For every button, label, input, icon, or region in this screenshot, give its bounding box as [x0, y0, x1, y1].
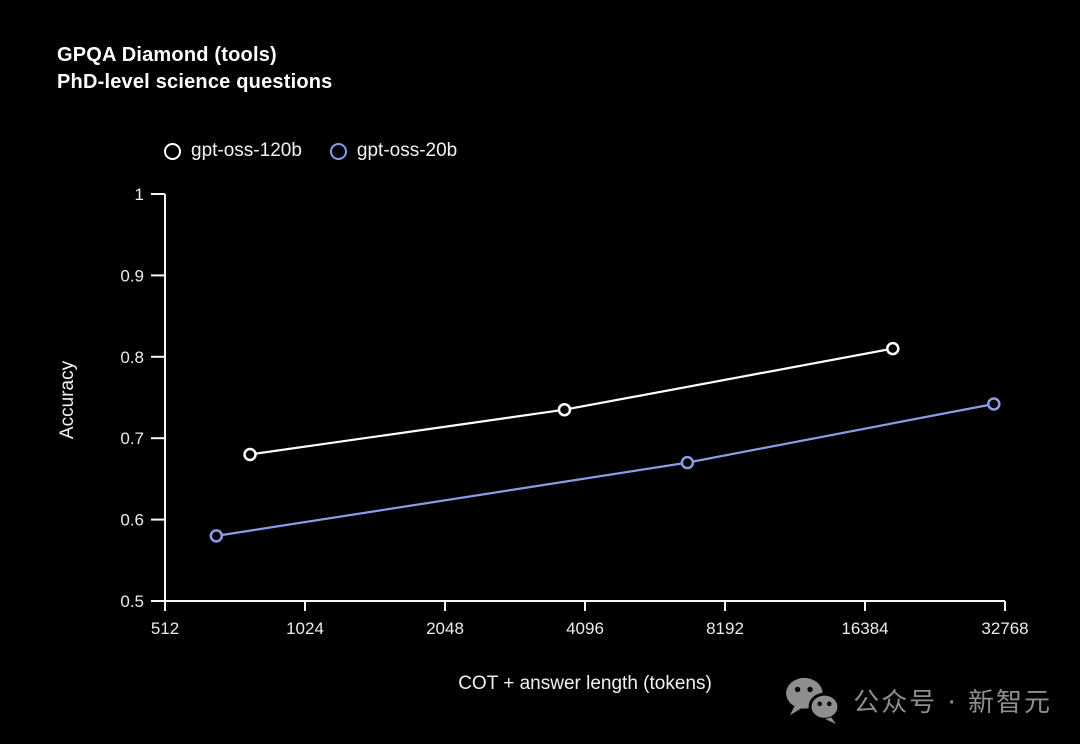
legend-label-gpt-oss-120b: gpt-oss-120b [191, 140, 302, 161]
data-point-gpt-oss-120b [557, 402, 572, 417]
chart-title: GPQA Diamond (tools) PhD-level science q… [57, 42, 333, 96]
legend-marker-gpt-oss-20b [329, 142, 347, 160]
wechat-icon [786, 677, 841, 724]
x-axis-label: COT + answer length (tokens) [458, 673, 712, 694]
x-tick-label: 32768 [981, 619, 1028, 638]
series-gpt-oss-120b [243, 341, 900, 462]
data-point-gpt-oss-20b [987, 397, 1001, 411]
chart-title-line2: PhD-level science questions [57, 71, 333, 93]
watermark: 公众号 · 新智元 [783, 676, 1052, 724]
y-tick-label: 0.5 [120, 592, 144, 611]
data-point-gpt-oss-120b [886, 341, 900, 356]
x-tick-label: 16384 [841, 619, 888, 638]
y-tick-label: 0.9 [120, 266, 144, 285]
x-tick-label: 512 [151, 619, 179, 638]
watermark-text: 公众号 · 新智元 [853, 687, 1052, 718]
data-point-gpt-oss-120b [243, 447, 257, 462]
legend-marker-gpt-oss-120b [164, 142, 181, 160]
legend-item-gpt-oss-20b: gpt-oss-20b [329, 140, 458, 162]
y-tick-label: 0.6 [120, 511, 144, 530]
axes [164, 194, 1005, 602]
x-tick-label: 4096 [566, 619, 604, 638]
x-tick-label: 2048 [426, 619, 464, 638]
y-tick-label: 0.7 [120, 429, 144, 448]
legend-item-gpt-oss-120b: gpt-oss-120b [164, 140, 302, 162]
y-tick-label: 1 [135, 185, 144, 204]
data-point-gpt-oss-20b [680, 455, 695, 470]
chart-title-line1: GPQA Diamond (tools) [57, 44, 277, 66]
y-axis-label: Accuracy [57, 360, 78, 440]
y-tick-label: 0.8 [120, 348, 144, 367]
legend: gpt-oss-120b gpt-oss-20b [164, 140, 457, 162]
series-gpt-oss-20b [209, 397, 1001, 543]
x-tick-label: 8192 [706, 619, 744, 638]
y-axis-ticks: 0.5 0.6 0.7 0.8 0.9 1 [120, 185, 165, 611]
data-point-gpt-oss-20b [209, 529, 224, 543]
x-tick-label: 1024 [286, 619, 324, 638]
x-axis-ticks: 512 1024 2048 4096 8192 16384 32768 [151, 601, 1029, 638]
legend-label-gpt-oss-20b: gpt-oss-20b [356, 140, 458, 161]
